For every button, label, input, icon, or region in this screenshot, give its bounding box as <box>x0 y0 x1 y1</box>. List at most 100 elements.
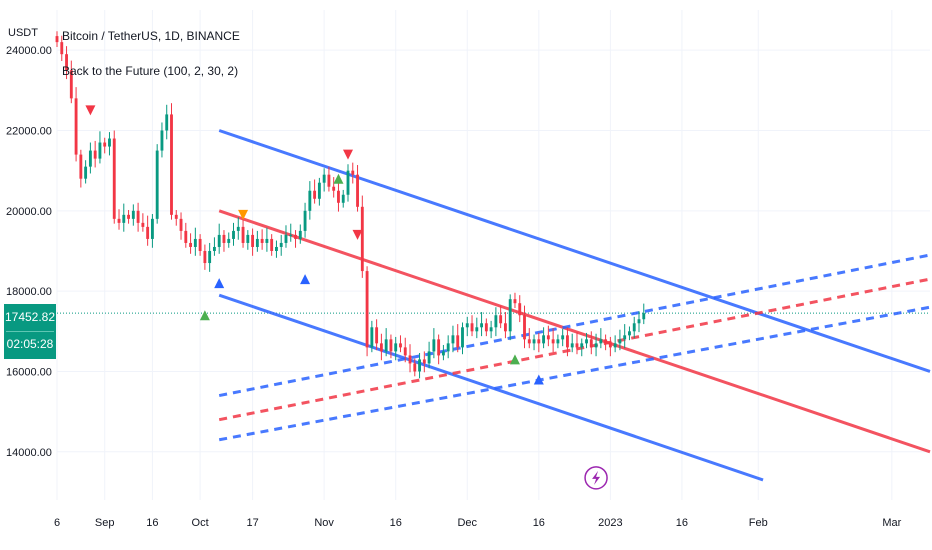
x-tick-label-1: Sep <box>95 517 115 529</box>
candle-body-36 <box>227 238 231 243</box>
candle-body-7 <box>88 150 92 167</box>
candle-body-118 <box>618 339 622 344</box>
candle-body-106 <box>561 335 565 340</box>
candle-body-20 <box>150 218 154 239</box>
candle-body-71 <box>394 343 398 352</box>
candle-body-107 <box>566 335 569 348</box>
candle-body-93 <box>499 315 503 324</box>
candle-body-24 <box>170 114 173 215</box>
x-tick-label-7: Dec <box>457 517 477 529</box>
price-tag-divider <box>6 331 54 332</box>
candle-body-28 <box>189 242 193 247</box>
y-tick-label-2: 20000.00 <box>6 206 52 218</box>
candle-body-46 <box>275 246 278 251</box>
candle-body-60 <box>341 194 345 203</box>
candle-body-8 <box>93 150 97 159</box>
candle-body-94 <box>503 323 507 332</box>
signal-marker-down-3 <box>238 209 249 220</box>
candle-body-117 <box>613 343 617 348</box>
candle-body-116 <box>608 343 612 348</box>
candle-body-123 <box>642 313 646 320</box>
candle-body-79 <box>432 339 436 352</box>
current-price-tag: 17452.82 02:05:28 <box>4 304 56 359</box>
indicator-label[interactable]: Back to the Future (100, 2, 30, 2) <box>62 64 239 78</box>
regression-line-solid-upper <box>218 129 931 373</box>
candle-body-65 <box>365 271 369 348</box>
candle-body-9 <box>98 142 102 159</box>
candle-body-41 <box>251 234 255 247</box>
signal-marker-up-1 <box>199 310 210 321</box>
currency-unit: USDT <box>8 27 38 39</box>
candle-body-83 <box>451 335 455 344</box>
candle-body-16 <box>131 210 135 219</box>
candle-body-32 <box>208 250 212 264</box>
candle-body-18 <box>141 222 145 227</box>
lightning-icon[interactable] <box>584 466 608 490</box>
candle-body-1 <box>60 42 64 55</box>
candle-body-72 <box>399 343 402 348</box>
x-axis[interactable]: 6 Sep 16 Oct 17 Nov 16 Dec 16 2023 16 Feb Mar <box>54 517 902 529</box>
candle-body-10 <box>103 142 107 147</box>
candle-body-62 <box>351 170 355 175</box>
bar-countdown: 02:05:28 <box>6 337 54 351</box>
candle-body-95 <box>508 299 512 332</box>
candle-body-3 <box>69 70 73 99</box>
y-axis[interactable]: 24000.00 22000.00 20000.00 18000.00 16000.00… <box>6 45 52 459</box>
candle-body-49 <box>289 234 293 236</box>
x-tick-label-8: 16 <box>533 517 545 529</box>
candle-body-21 <box>155 150 159 219</box>
candle-body-42 <box>255 238 259 247</box>
candle-body-88 <box>475 327 479 332</box>
x-tick-label-4: 17 <box>246 517 258 529</box>
candle-body-27 <box>184 230 188 243</box>
candle-body-34 <box>217 234 221 247</box>
candle-body-0 <box>55 36 59 43</box>
candle-body-86 <box>465 323 469 328</box>
y-tick-label-5: 14000.00 <box>6 447 52 459</box>
x-tick-label-11: Feb <box>749 517 768 529</box>
candle-body-100 <box>532 339 536 344</box>
candle-body-17 <box>136 210 140 223</box>
x-tick-label-12: Mar <box>882 517 901 529</box>
candle-body-40 <box>246 234 250 243</box>
candle-body-47 <box>279 242 283 247</box>
symbol-title[interactable]: Bitcoin / TetherUS, 1D, BINANCE <box>62 29 240 43</box>
candle-body-105 <box>556 339 560 344</box>
candle-body-109 <box>575 343 579 348</box>
candle-body-89 <box>480 323 484 328</box>
candle-body-33 <box>212 246 216 251</box>
candle-body-38 <box>236 226 240 231</box>
candle-body-11 <box>108 138 111 147</box>
candle-body-31 <box>203 250 207 264</box>
candle-body-114 <box>599 339 603 344</box>
candles[interactable] <box>55 31 646 379</box>
candle-body-85 <box>461 327 464 348</box>
candle-body-22 <box>160 130 164 151</box>
candle-body-29 <box>193 238 197 247</box>
signal-marker-up-2 <box>214 278 225 289</box>
regression-channels <box>218 129 931 482</box>
candle-body-84 <box>456 335 460 348</box>
candle-body-19 <box>146 226 150 239</box>
candle-body-111 <box>585 339 588 344</box>
regression-line-solid-mid <box>218 209 931 454</box>
current-price-value: 17452.82 <box>4 310 56 324</box>
y-tick-label-0: 24000.00 <box>6 45 52 57</box>
candle-body-102 <box>542 335 546 344</box>
candle-body-13 <box>117 218 121 223</box>
candle-body-57 <box>327 174 331 187</box>
candle-body-50 <box>294 234 297 239</box>
candle-body-120 <box>628 331 631 336</box>
candle-body-63 <box>356 174 359 207</box>
x-tick-label-9: 2023 <box>598 517 622 529</box>
candle-body-52 <box>303 210 307 231</box>
x-tick-label-0: 6 <box>54 517 60 529</box>
candle-body-113 <box>594 343 598 348</box>
candle-body-68 <box>379 343 383 352</box>
candle-body-56 <box>322 174 326 183</box>
candle-body-96 <box>513 299 517 304</box>
candle-body-76 <box>418 359 421 372</box>
candle-body-99 <box>527 339 531 344</box>
candle-body-67 <box>375 327 379 344</box>
